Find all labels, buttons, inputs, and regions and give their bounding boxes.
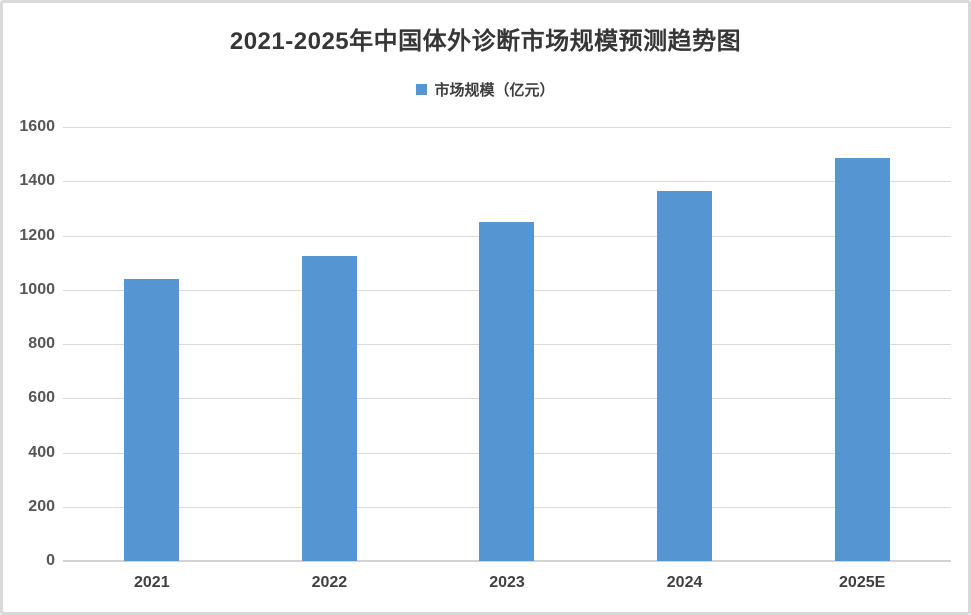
chart-title: 2021-2025年中国体外诊断市场规模预测趋势图	[229, 28, 742, 55]
legend-label: 市场规模（亿元）	[434, 82, 555, 99]
bar-slot-2024	[596, 127, 774, 561]
plot-area	[63, 127, 951, 562]
x-tick-label-2025E: 2025E	[839, 574, 886, 591]
legend: 市场规模（亿元）	[3, 79, 968, 100]
bar-2024	[657, 190, 713, 561]
legend-swatch-icon	[416, 84, 428, 95]
gridline-1400	[63, 181, 951, 183]
y-tick-label-200: 200	[28, 497, 55, 515]
bar-2023	[479, 221, 535, 561]
y-tick-label-400: 400	[28, 443, 55, 461]
bar-slot-2021	[63, 127, 241, 561]
bar-slot-2022	[241, 127, 419, 561]
bar-2025E	[834, 158, 890, 561]
bar-slot-2023	[418, 127, 596, 561]
x-axis-tick-labels: 2021 2022 2023 2024 2025E	[63, 574, 951, 592]
bar-2021	[124, 278, 180, 561]
y-tick-label-1200: 1200	[19, 226, 55, 244]
y-tick-label-600: 600	[28, 389, 55, 407]
x-tick-label-2024: 2024	[666, 574, 703, 591]
y-tick-label-1000: 1000	[19, 280, 55, 298]
gridline-1600	[63, 127, 951, 128]
x-tick-label-2023: 2023	[489, 574, 525, 591]
y-tick-label-800: 800	[28, 335, 55, 352]
bar-slot-2025E	[773, 127, 951, 561]
y-tick-label-1400: 1400	[19, 172, 55, 190]
bar-series	[63, 127, 951, 561]
y-tick-label-0: 0	[46, 552, 55, 569]
y-tick-label-1600: 1600	[19, 118, 55, 135]
bar-2022	[301, 255, 357, 561]
x-tick-label-2021: 2021	[134, 574, 170, 591]
x-tick-label-2022: 2022	[311, 574, 348, 591]
x-axis-line	[63, 560, 951, 562]
y-axis-tick-labels: 0 200 400 600 800 1000 1200 1400 1600	[3, 118, 55, 569]
